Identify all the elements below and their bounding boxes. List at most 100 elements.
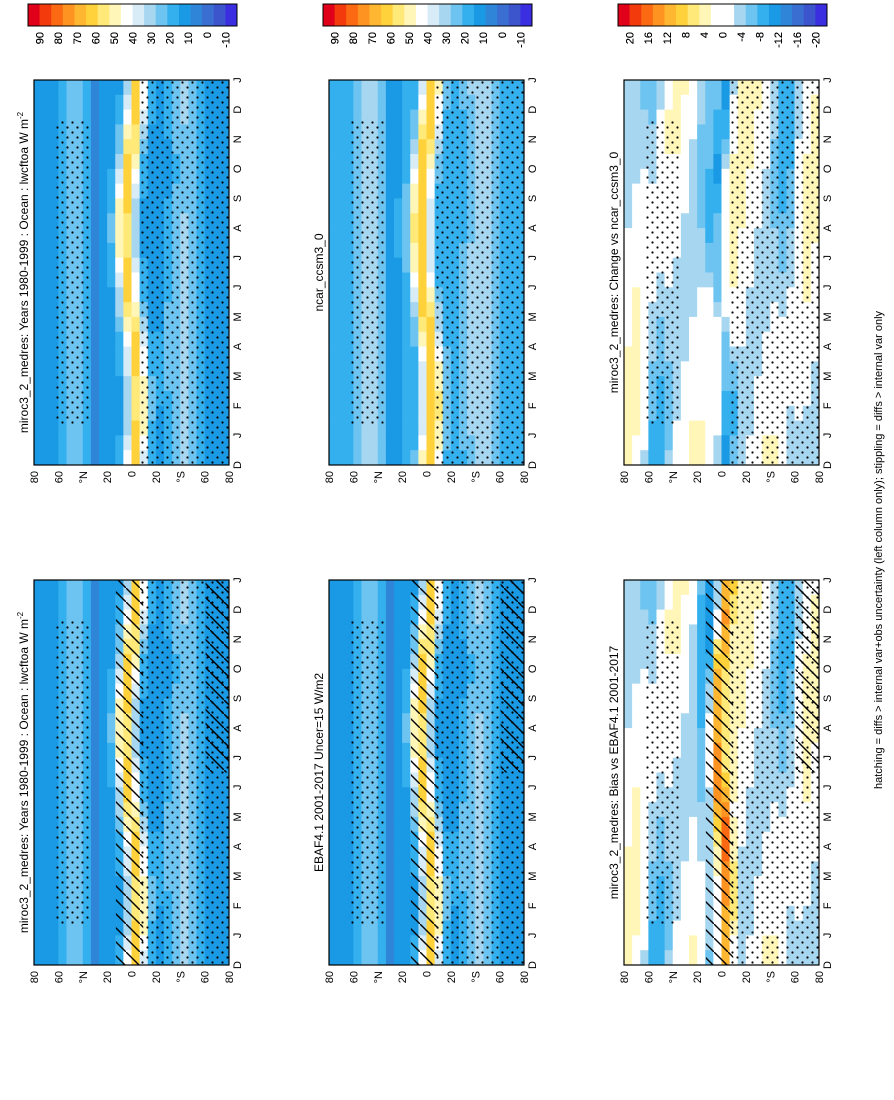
heatmap-cell bbox=[689, 831, 698, 847]
colorbar-tick-label: 0 bbox=[497, 32, 509, 38]
month-tick-label: D bbox=[822, 461, 834, 469]
heatmap-cell bbox=[90, 816, 100, 833]
heatmap-cell bbox=[369, 935, 379, 951]
heatmap-cell bbox=[99, 713, 108, 729]
panel-title: EBAF4.1 2001-2017 Uncer=15 W/m2 bbox=[312, 673, 326, 872]
heatmap-cell bbox=[672, 435, 682, 451]
heatmap-cell bbox=[705, 450, 714, 466]
panel-title: ncar_ccsm3_0 bbox=[312, 233, 326, 311]
heatmap-cell bbox=[82, 109, 92, 125]
heatmap-cell bbox=[426, 405, 436, 421]
heatmap-cell bbox=[107, 331, 116, 347]
heatmap-cell bbox=[90, 331, 100, 347]
heatmap-cell bbox=[394, 624, 403, 640]
heatmap-cell bbox=[721, 346, 731, 362]
latitude-tick-label: 20 bbox=[692, 971, 704, 983]
heatmap-cell bbox=[697, 787, 706, 803]
heatmap-cell bbox=[624, 846, 633, 862]
heatmap-cell bbox=[418, 450, 427, 466]
heatmap-cell bbox=[42, 935, 51, 951]
heatmap-cell bbox=[337, 168, 346, 185]
month-tick-label: J bbox=[232, 285, 244, 291]
heatmap-cell bbox=[697, 683, 706, 699]
heatmap-cell bbox=[402, 198, 411, 214]
colorbar-tick-label: 70 bbox=[367, 32, 379, 44]
heatmap-cell bbox=[123, 390, 132, 407]
heatmap-cell bbox=[115, 331, 124, 347]
month-tick-label: S bbox=[232, 695, 244, 702]
heatmap-cell bbox=[107, 405, 116, 421]
heatmap-cell bbox=[394, 109, 403, 125]
heatmap-cell bbox=[34, 757, 43, 773]
heatmap-cell bbox=[385, 831, 395, 847]
latitude-tick-label: 60 bbox=[200, 971, 212, 983]
heatmap-cell bbox=[131, 450, 141, 466]
heatmap-cell bbox=[713, 109, 722, 125]
heatmap-cell bbox=[721, 376, 731, 392]
heatmap-cell bbox=[410, 109, 419, 125]
heatmap-cell bbox=[632, 450, 641, 466]
heatmap-cell bbox=[377, 450, 387, 466]
colorbar-tick-label: 80 bbox=[53, 32, 65, 44]
heatmap-cell bbox=[66, 920, 76, 936]
heatmap-cell bbox=[99, 787, 108, 803]
heatmap-cell bbox=[624, 420, 633, 436]
heatmap-cell bbox=[680, 361, 690, 377]
heatmap-cell bbox=[624, 787, 633, 803]
heatmap-cell bbox=[58, 920, 67, 936]
heatmap-cell bbox=[385, 450, 395, 466]
heatmap-cell bbox=[99, 109, 108, 125]
colorbar-tick-label: 90 bbox=[330, 32, 342, 44]
heatmap-cell bbox=[632, 124, 641, 140]
heatmap-cell bbox=[680, 654, 690, 670]
heatmap-cell bbox=[410, 213, 419, 229]
heatmap-cell bbox=[418, 361, 427, 377]
month-tick-label: D bbox=[232, 461, 244, 469]
colorbar-tick-label: -12 bbox=[773, 32, 785, 48]
month-tick-label: A bbox=[527, 842, 539, 850]
heatmap-cell bbox=[42, 698, 51, 714]
heatmap-cell bbox=[99, 435, 108, 451]
heatmap-cell bbox=[337, 183, 346, 199]
plot-frame bbox=[328, 579, 525, 966]
heatmap-cell bbox=[115, 272, 124, 288]
heatmap-cell bbox=[721, 361, 731, 377]
colorbar-tick-label: 4 bbox=[699, 32, 711, 38]
heatmap-cell bbox=[385, 757, 395, 773]
heatmap-cell bbox=[697, 272, 706, 288]
heatmap-cell bbox=[329, 405, 338, 421]
heatmap-cell bbox=[329, 757, 338, 773]
heatmap-cell bbox=[90, 168, 100, 185]
latitude-tick-label: 80 bbox=[619, 971, 631, 983]
latitude-tick-label: 20 bbox=[102, 971, 114, 983]
heatmap-cell bbox=[721, 450, 731, 466]
heatmap-cell bbox=[632, 361, 641, 377]
heatmap-cell bbox=[705, 376, 714, 392]
heatmap-cell bbox=[394, 450, 403, 466]
heatmap-cell bbox=[385, 124, 395, 140]
heatmap-cell bbox=[377, 80, 387, 96]
heatmap-cell bbox=[697, 390, 706, 407]
heatmap-cell bbox=[385, 890, 395, 907]
heatmap-cell bbox=[123, 94, 132, 111]
heatmap-cell bbox=[426, 257, 436, 273]
heatmap-cell bbox=[115, 435, 124, 451]
heatmap-cell bbox=[42, 420, 51, 436]
heatmap-cell bbox=[632, 639, 641, 655]
colorbar-swatch bbox=[768, 4, 781, 26]
heatmap-cell bbox=[394, 242, 403, 259]
heatmap-cell bbox=[107, 890, 116, 907]
heatmap-cell bbox=[82, 920, 92, 936]
heatmap-cell bbox=[640, 580, 649, 596]
heatmap-cell bbox=[632, 802, 641, 818]
heatmap-cell bbox=[42, 94, 51, 111]
colorbar-swatch bbox=[202, 4, 215, 26]
heatmap-cell bbox=[115, 287, 124, 303]
latitude-tick-label: 20 bbox=[151, 471, 163, 483]
heatmap-cell bbox=[689, 257, 698, 273]
heatmap-cell bbox=[402, 109, 411, 125]
heatmap-cell bbox=[697, 846, 706, 862]
colorbar-swatch bbox=[473, 4, 486, 26]
heatmap-cell bbox=[426, 183, 436, 199]
latitude-tick-label: 20 bbox=[397, 471, 409, 483]
